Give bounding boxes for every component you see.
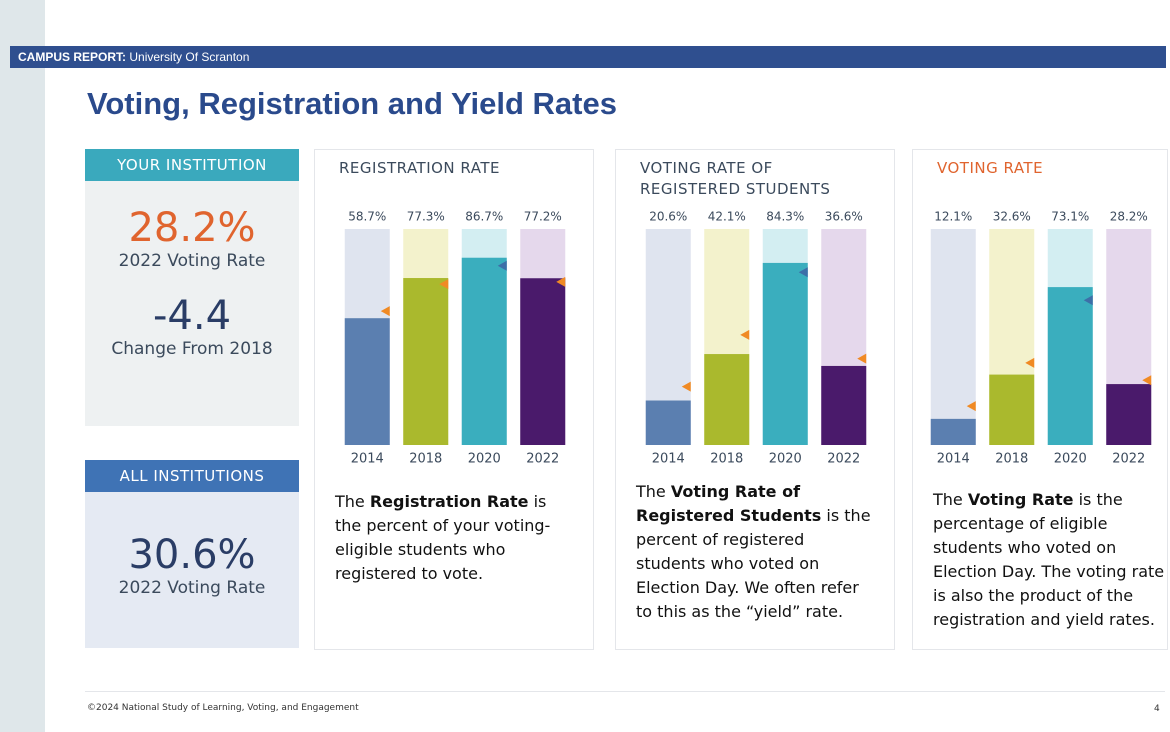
rate-label: 2022 Voting Rate [118, 251, 266, 271]
header-label: CAMPUS REPORT: [18, 50, 127, 64]
page-number: 4 [1154, 704, 1160, 714]
marker [1025, 357, 1035, 368]
header-institution: University Of Scranton [129, 50, 250, 64]
value-label: 42.1% [708, 210, 746, 224]
description-text: is the percent of registered students wh… [636, 506, 871, 621]
value-label: 77.2% [524, 210, 562, 224]
marker [556, 276, 566, 287]
page-title: Voting, Registration and Yield Rates [87, 86, 617, 121]
footer-rule [85, 691, 1165, 692]
panel-heading: YOUR INSTITUTION [85, 149, 299, 181]
all-institutions-panel: ALL INSTITUTIONS 30.6% 2022 Voting Rate [85, 460, 299, 648]
bar-track [930, 229, 976, 445]
chart: 12.1% 2014 32.6% 2018 73.1% 2020 28.2% 2022 [930, 210, 1152, 467]
bar [520, 278, 566, 445]
category-label: 2020 [468, 452, 501, 467]
description: The Voting Rate is the percentage of eli… [933, 488, 1170, 632]
value-label: 32.6% [993, 210, 1031, 224]
marker [857, 353, 867, 364]
category-label: 2018 [409, 452, 442, 467]
value-label: 58.7% [348, 210, 386, 224]
chart-card: REGISTRATION RATE 58.7% 2014 77.3% 2018 86.7%… [314, 149, 594, 650]
marker [681, 381, 691, 392]
category-label: 2014 [652, 452, 685, 467]
value-label: 84.3% [766, 210, 804, 224]
value-label: 20.6% [649, 210, 687, 224]
description: The Registration Rate is the percent of … [335, 490, 575, 586]
bar [1106, 384, 1152, 445]
category-label: 2020 [769, 452, 802, 467]
description-text: is the percent of your voting-eligible s… [335, 492, 551, 583]
marker [439, 279, 449, 290]
chart-title: VOTING RATE [937, 159, 1044, 177]
bar [344, 318, 390, 445]
category-label: 2022 [526, 452, 559, 467]
chart: 20.6% 2014 42.1% 2018 84.3% 2020 36.6% 2022 [645, 210, 867, 467]
footer: ©2024 National Study of Learning, Voting… [87, 703, 359, 713]
bar [1047, 287, 1093, 445]
value-label: 12.1% [934, 210, 972, 224]
change-label: Change From 2018 [111, 339, 273, 359]
value-label: 36.6% [825, 210, 863, 224]
marker [380, 306, 390, 317]
chart-card: VOTING RATE 12.1% 2014 32.6% 2018 73.1% 2020 28… [912, 149, 1168, 650]
description-bold: Voting Rate of Registered Students [636, 482, 822, 525]
side-stripe [0, 0, 45, 732]
category-label: 2018 [995, 452, 1028, 467]
header-bar: CAMPUS REPORT: University Of Scranton [10, 46, 1166, 68]
value-label: 28.2% [1110, 210, 1148, 224]
marker [1083, 295, 1093, 306]
marker [740, 329, 750, 340]
category-label: 2022 [1112, 452, 1145, 467]
description-text: The [636, 482, 671, 501]
description: The Voting Rate of Registered Students i… [636, 480, 876, 624]
bar [821, 365, 867, 445]
marker [1142, 375, 1152, 386]
marker [497, 260, 507, 271]
bar [645, 400, 691, 445]
description-bold: Registration Rate [369, 492, 529, 511]
category-label: 2014 [937, 452, 970, 467]
bar [930, 418, 976, 445]
marker [966, 401, 976, 412]
chart-card: VOTING RATE OF REGISTERED STUDENTS 20.6% 2… [615, 149, 895, 650]
rate-label: 2022 Voting Rate [118, 578, 266, 598]
chart: 58.7% 2014 77.3% 2018 86.7% 2020 77.2% 2022 [344, 210, 566, 467]
bar [461, 257, 507, 445]
description-text: The [933, 490, 968, 509]
marker [798, 267, 808, 278]
rate: 30.6% [128, 532, 256, 578]
change: -4.4 [152, 293, 232, 339]
category-label: 2022 [827, 452, 860, 467]
bar [762, 262, 808, 445]
category-label: 2018 [710, 452, 743, 467]
category-label: 2020 [1054, 452, 1087, 467]
value-label: 86.7% [465, 210, 503, 224]
description-text: The [335, 492, 370, 511]
bar [704, 354, 750, 445]
panel-heading: ALL INSTITUTIONS [85, 460, 299, 492]
description-text: is the percentage of eligible students w… [933, 490, 1165, 629]
chart-title: REGISTRATION RATE [339, 159, 500, 177]
category-label: 2014 [351, 452, 384, 467]
your-institution-panel: YOUR INSTITUTION 28.2% 2022 Voting Rate … [85, 149, 299, 426]
value-label: 73.1% [1051, 210, 1089, 224]
chart-title: VOTING RATE OF REGISTERED STUDENTS [640, 159, 831, 198]
bar [403, 278, 449, 445]
rate: 28.2% [128, 205, 256, 251]
description-bold: Voting Rate [967, 490, 1074, 509]
bar [989, 374, 1035, 445]
value-label: 77.3% [407, 210, 445, 224]
